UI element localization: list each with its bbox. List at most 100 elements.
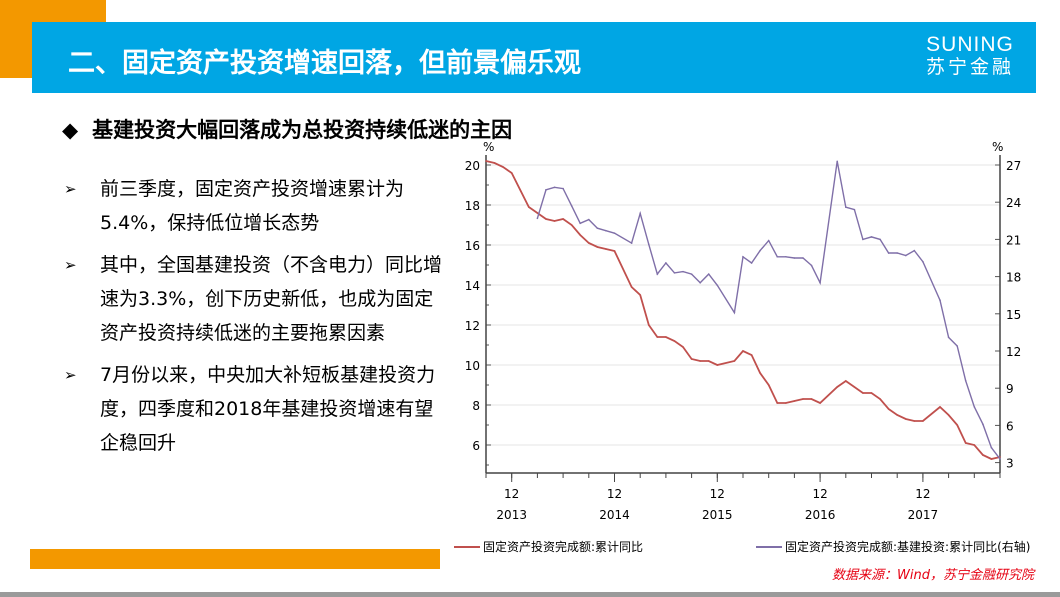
legend-swatch bbox=[756, 545, 782, 548]
section-subtitle: ◆ 基建投资大幅回落成为总投资持续低迷的主因 bbox=[62, 114, 512, 144]
y-tick-label: 6 bbox=[472, 439, 480, 453]
data-point bbox=[879, 238, 881, 241]
data-point bbox=[656, 336, 659, 338]
page-title: 二、固定资产投资增速回落，但前景偏乐观 bbox=[68, 48, 581, 79]
data-point bbox=[819, 402, 821, 404]
data-point bbox=[793, 400, 796, 402]
bullet-item: ➢ 7月份以来，中央加大补短板基建投资力度，四季度和2018年基建投资增速有望企稳… bbox=[64, 358, 444, 460]
data-point bbox=[733, 360, 736, 362]
data-point bbox=[862, 238, 864, 241]
data-point bbox=[545, 189, 547, 191]
data-point bbox=[896, 414, 898, 416]
data-point bbox=[707, 273, 710, 275]
data-point bbox=[716, 284, 719, 287]
data-point bbox=[776, 402, 779, 404]
data-point bbox=[673, 340, 676, 342]
x-tick-year: 2016 bbox=[805, 508, 836, 522]
data-point bbox=[690, 358, 693, 360]
data-point bbox=[913, 249, 916, 252]
subtitle-text: 基建投资大幅回落成为总投资持续低迷的主因 bbox=[92, 118, 513, 142]
data-point bbox=[982, 454, 984, 456]
x-tick-year: 2015 bbox=[702, 508, 733, 522]
data-point bbox=[588, 242, 590, 244]
y2-tick-label: 21 bbox=[1006, 233, 1021, 247]
data-point bbox=[750, 354, 753, 356]
data-point bbox=[973, 444, 976, 446]
y-tick-label: 18 bbox=[465, 199, 480, 213]
data-point bbox=[767, 384, 770, 386]
data-point bbox=[836, 386, 839, 388]
data-point bbox=[759, 249, 761, 252]
data-point bbox=[990, 446, 993, 449]
arrow-right-icon: ➢ bbox=[64, 366, 77, 384]
y2-tick-label: 27 bbox=[1006, 159, 1021, 173]
data-point bbox=[802, 257, 804, 259]
x-tick-month: 12 bbox=[710, 487, 725, 501]
data-point bbox=[579, 222, 582, 225]
data-point bbox=[742, 255, 744, 258]
data-point bbox=[562, 187, 564, 190]
bullet-item: ➢ 其中，全国基建投资（不含电力）同比增速为3.3%，创下历史新低，也成为固定资产… bbox=[64, 248, 444, 350]
data-point bbox=[485, 160, 487, 162]
data-point bbox=[588, 218, 590, 221]
data-point bbox=[810, 264, 813, 267]
bullet-text: 前三季度，固定资产投资增速累计为5.4%，保持低位增长态势 bbox=[100, 178, 405, 234]
data-point bbox=[562, 218, 564, 220]
data-point bbox=[870, 236, 873, 238]
data-point bbox=[922, 420, 924, 422]
header-bar: 二、固定资产投资增速回落，但前景偏乐观 SUNING 苏宁金融 bbox=[32, 22, 1036, 93]
data-point bbox=[536, 217, 539, 220]
y-tick-label: 14 bbox=[465, 279, 480, 293]
data-point bbox=[982, 423, 984, 425]
data-point bbox=[605, 248, 607, 250]
data-point bbox=[545, 218, 547, 220]
y2-tick-label: 18 bbox=[1006, 271, 1021, 285]
data-point bbox=[990, 458, 993, 460]
series-line-1 bbox=[485, 160, 1001, 460]
data-point bbox=[742, 350, 744, 352]
data-point bbox=[647, 243, 650, 246]
data-point bbox=[964, 379, 967, 382]
data-point bbox=[630, 242, 633, 244]
bullet-text: 其中，全国基建投资（不含电力）同比增速为3.3%，创下历史新低，也成为固定资产投… bbox=[100, 254, 443, 344]
y-tick-label: 10 bbox=[465, 359, 480, 373]
bullet-text: 7月份以来，中央加大补短板基建投资力度，四季度和2018年基建投资增速有望企稳回… bbox=[100, 364, 436, 454]
data-point bbox=[656, 273, 659, 275]
data-point bbox=[904, 254, 907, 257]
data-point bbox=[922, 260, 924, 263]
data-point bbox=[973, 406, 976, 408]
data-point bbox=[767, 239, 770, 242]
data-point bbox=[502, 166, 504, 168]
arrow-right-icon: ➢ bbox=[64, 180, 77, 198]
arrow-right-icon: ➢ bbox=[64, 256, 77, 274]
data-point bbox=[862, 392, 864, 394]
data-point bbox=[733, 311, 736, 314]
data-point bbox=[999, 458, 1001, 460]
data-point bbox=[673, 272, 676, 274]
data-point bbox=[665, 262, 667, 264]
legend-item-series-2: 固定资产投资完成额:基建投资:累计同比(右轴) bbox=[756, 538, 1030, 555]
footer-line bbox=[0, 592, 1060, 597]
data-point bbox=[879, 398, 881, 400]
data-point bbox=[613, 232, 616, 234]
x-tick-month: 12 bbox=[915, 487, 930, 501]
y2-tick-label: 6 bbox=[1006, 419, 1014, 433]
y-tick-label: 8 bbox=[472, 399, 480, 413]
logo-cn: 苏宁金融 bbox=[925, 56, 1014, 78]
data-point bbox=[639, 212, 641, 215]
data-point bbox=[613, 250, 616, 252]
suning-logo: SUNING 苏宁金融 bbox=[925, 33, 1014, 79]
data-point bbox=[493, 162, 496, 164]
data-point bbox=[964, 442, 967, 444]
data-point bbox=[630, 286, 633, 288]
y-tick-label: 20 bbox=[465, 159, 480, 173]
data-point bbox=[956, 345, 958, 347]
logo-en: SUNING bbox=[926, 33, 1014, 56]
data-point bbox=[853, 386, 856, 388]
data-point bbox=[845, 206, 847, 208]
data-point bbox=[647, 324, 650, 326]
footer-accent-bar bbox=[30, 549, 440, 569]
data-point bbox=[785, 255, 787, 258]
data-point bbox=[690, 273, 693, 275]
data-point bbox=[699, 360, 701, 362]
